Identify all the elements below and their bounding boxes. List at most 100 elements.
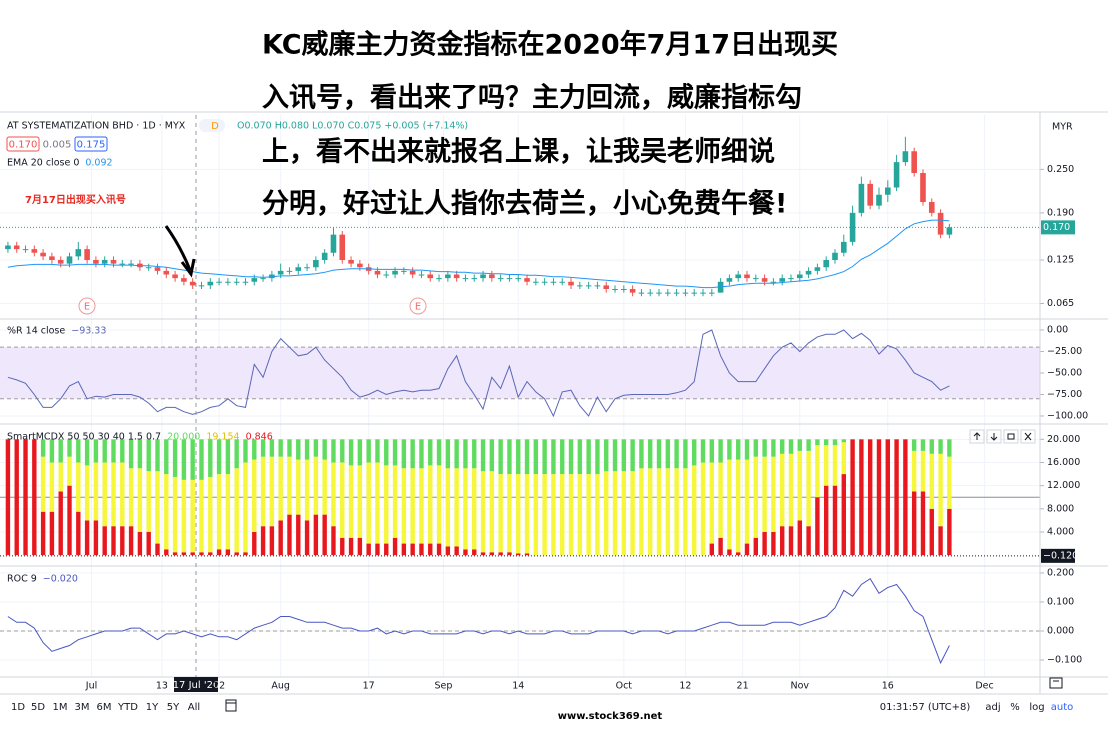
earnings-marker[interactable] (78, 297, 96, 315)
candle-body (656, 292, 662, 294)
candle-body (489, 274, 495, 279)
y-tick-label: 12.000 (1047, 480, 1080, 491)
stack-segment (128, 526, 134, 556)
range-button[interactable]: 3M (75, 702, 90, 713)
stack-segment (260, 456, 266, 527)
range-button[interactable]: 1Y (146, 702, 159, 713)
range-button[interactable]: 6M (97, 702, 112, 713)
stack-segment (278, 439, 283, 457)
candle-body (22, 249, 29, 251)
range-button[interactable]: 5D (31, 702, 45, 713)
move-down-button[interactable] (986, 429, 1002, 444)
x-tick-label: Jul (85, 681, 97, 692)
stack-segment (911, 439, 917, 451)
candle-body (13, 245, 20, 250)
stack-segment (463, 549, 468, 556)
candle-body (867, 183, 873, 206)
stack-segment (524, 553, 530, 556)
x-tick-label: 14 (512, 681, 524, 692)
stack-segment (172, 439, 178, 477)
candle-body (709, 292, 715, 294)
x-tick-label: Oct (616, 681, 633, 692)
stack-segment (841, 474, 846, 556)
stack-segment (692, 439, 697, 466)
candle-body (119, 263, 126, 265)
stack-segment (49, 462, 55, 512)
candle-body (295, 267, 302, 271)
stack-segment (516, 474, 521, 554)
range-button[interactable]: YTD (117, 702, 138, 713)
stack-segment (797, 439, 802, 451)
candle-body (480, 274, 486, 279)
last-value-tag (1041, 548, 1075, 563)
scale-option[interactable]: auto (1051, 702, 1074, 713)
candle-body (145, 267, 152, 269)
y-tick-label: 0.100 (1047, 596, 1074, 607)
annotation-arrow (164, 225, 192, 271)
stack-segment (586, 474, 591, 556)
candle-body (937, 212, 944, 235)
x-tick-label: 16 (882, 681, 894, 692)
stack-segment (736, 439, 741, 460)
pane-title: %R 14 close (7, 326, 65, 337)
x-tick-label: 12 (679, 681, 691, 692)
candle-body (172, 274, 178, 279)
earnings-marker[interactable] (409, 297, 427, 315)
stack-segment (815, 497, 820, 556)
candle-body (893, 162, 900, 188)
stack-segment (93, 520, 99, 556)
settings-icon[interactable] (1049, 677, 1063, 689)
ema-line (7, 219, 950, 289)
range-button[interactable]: All (188, 702, 200, 713)
stack-segment (392, 439, 398, 466)
stack-segment (524, 439, 530, 475)
candle-body (225, 281, 231, 283)
range-button[interactable]: 5Y (167, 702, 180, 713)
stack-segment (146, 471, 151, 532)
stack-segment (49, 511, 55, 556)
stack-segment (674, 439, 679, 469)
stack-segment (727, 439, 732, 460)
stack-segment (867, 439, 873, 556)
stack-segment (146, 531, 151, 556)
stack-segment (260, 439, 266, 457)
stack-segment (823, 439, 829, 446)
overbought-oversold-band (0, 347, 1040, 399)
maximize-button[interactable] (1003, 429, 1019, 444)
stack-segment (428, 465, 433, 544)
stack-segment (296, 459, 301, 515)
stack-segment (832, 439, 838, 446)
candle-body (471, 278, 478, 280)
candle-body (163, 270, 170, 275)
stack-segment (225, 474, 231, 550)
y-tick-label: 0.065 (1047, 298, 1074, 309)
stack-segment (252, 439, 257, 460)
stack-segment (648, 439, 653, 469)
bid-box[interactable] (6, 136, 40, 152)
series-value: 20.000 (167, 432, 200, 443)
range-button[interactable]: 1D (11, 702, 25, 713)
close-button[interactable] (1020, 429, 1036, 444)
scale-option[interactable]: log (1029, 702, 1044, 713)
range-button[interactable]: 1M (53, 702, 68, 713)
stack-segment (401, 468, 407, 544)
stack-segment (120, 462, 125, 527)
stack-segment (58, 462, 63, 492)
badge-bg (199, 119, 225, 132)
candle-body (814, 267, 821, 271)
scale-option[interactable]: adj (985, 702, 1000, 713)
candle-body (550, 281, 557, 283)
stack-segment (40, 511, 46, 556)
move-up-button[interactable] (969, 429, 985, 444)
stack-segment (621, 439, 627, 472)
date-range-icon[interactable] (225, 699, 237, 712)
stack-segment (507, 474, 512, 553)
stack-segment (243, 552, 248, 556)
candle-body (594, 285, 601, 287)
x-tick-label: Aug (271, 681, 290, 692)
candle-body (876, 194, 882, 206)
ask-box[interactable] (74, 136, 108, 152)
candle-body (84, 249, 90, 260)
scale-option[interactable]: % (1010, 702, 1020, 713)
stack-segment (58, 491, 63, 556)
